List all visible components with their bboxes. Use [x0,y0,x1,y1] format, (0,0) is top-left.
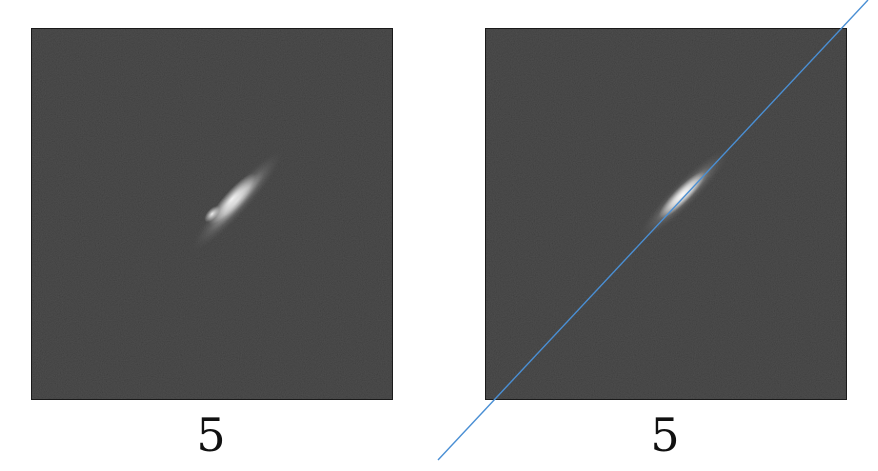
noisy-image-panel-right [485,28,847,400]
noise-texture [486,29,846,399]
noise-texture [32,29,392,399]
noisy-image-panel-left [31,28,393,400]
caption-right: 5 [485,412,845,458]
caption-left: 5 [31,412,391,458]
